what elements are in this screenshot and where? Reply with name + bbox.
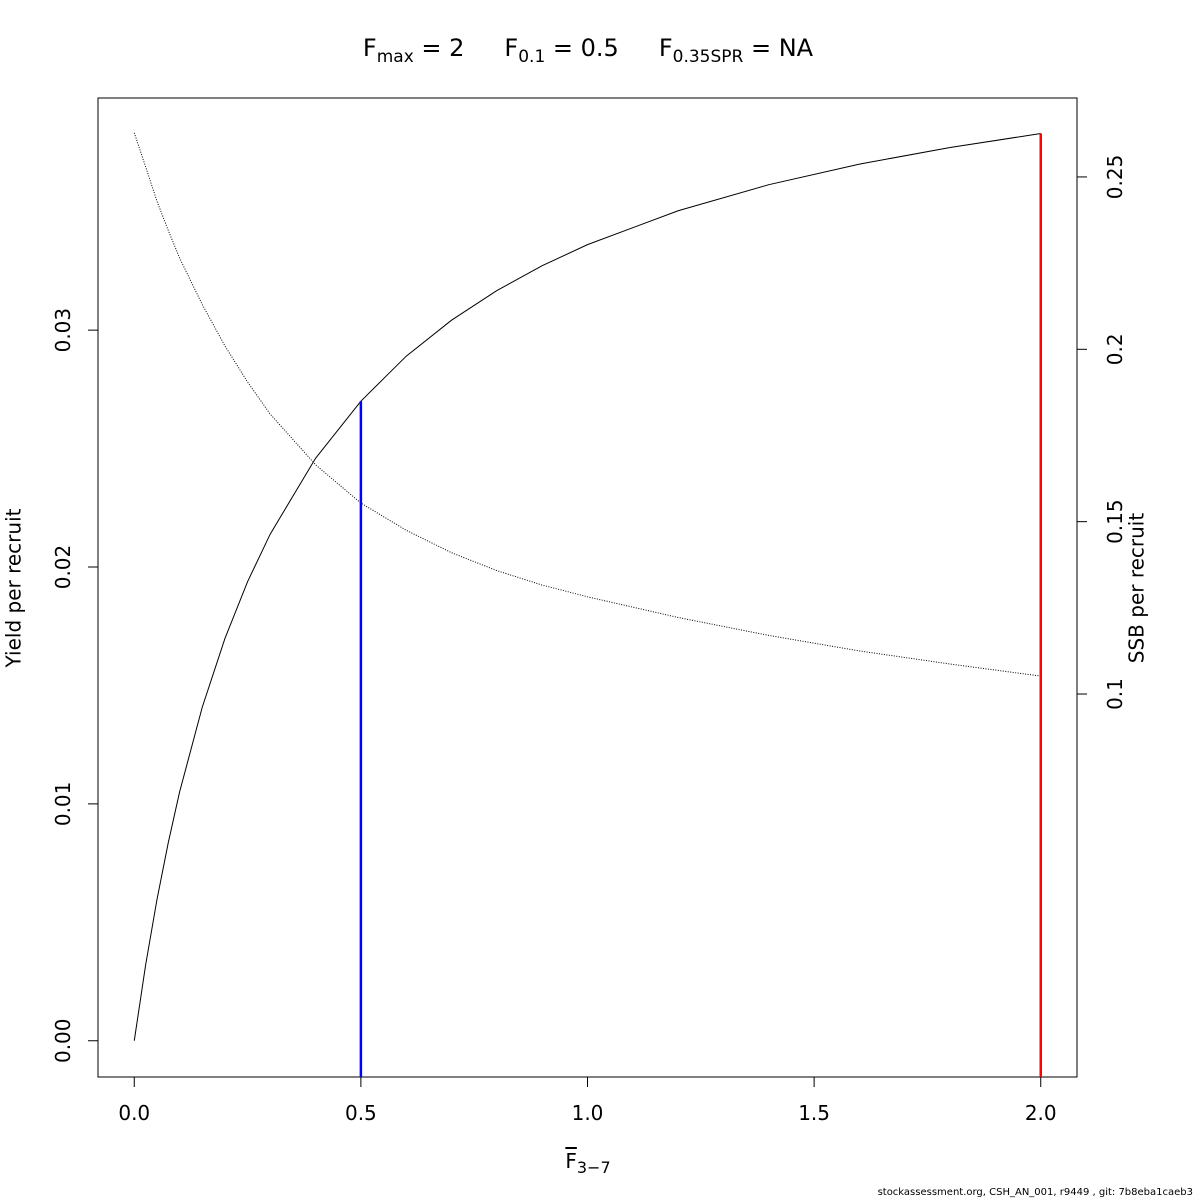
- x-axis-label: F3−7: [565, 1149, 610, 1177]
- title-subscript: max: [377, 47, 414, 67]
- title-value: = NA: [743, 34, 813, 62]
- title-symbol: F: [504, 34, 518, 62]
- x-tick-label: 0.0: [118, 1101, 150, 1125]
- series-line: [133, 132, 1041, 677]
- x-tick-label: 1.0: [572, 1101, 604, 1125]
- y-tick-label: 0.00: [51, 1018, 75, 1063]
- y2-tick-label: 0.1: [1103, 678, 1127, 710]
- footer: stockassessment.org, CSH_AN_001, r9449 ,…: [878, 1187, 1193, 1198]
- y2-tick-label: 0.15: [1103, 499, 1127, 544]
- x-tick-label: 1.5: [798, 1101, 830, 1125]
- y-axis-label: Yield per recruit: [2, 508, 26, 668]
- y2-tick-label: 0.2: [1103, 333, 1127, 365]
- x-tick-label: 2.0: [1025, 1101, 1057, 1125]
- title-subscript: 0.1: [518, 47, 545, 67]
- y-tick-label: 0.01: [51, 782, 75, 827]
- y-tick-label: 0.03: [51, 308, 75, 353]
- series-line: [133, 133, 1041, 1041]
- x-tick-label: 0.5: [345, 1101, 377, 1125]
- y2-tick-label: 0.25: [1103, 155, 1127, 200]
- title-symbol: F: [363, 34, 377, 62]
- y2-axis-label: SSB per recruit: [1125, 513, 1149, 664]
- chart-title: Fmax = 2 F0.1 = 0.5 F0.35SPR = NA: [363, 34, 814, 67]
- title-symbol: F: [659, 34, 673, 62]
- title-subscript: 0.35SPR: [673, 47, 744, 67]
- y-tick-label: 0.02: [51, 545, 75, 590]
- x-label-symbol: F: [565, 1149, 577, 1173]
- x-label-subscript: 3−7: [577, 1158, 611, 1177]
- title-value: = 0.5: [545, 34, 619, 62]
- title-value: = 2: [414, 34, 465, 62]
